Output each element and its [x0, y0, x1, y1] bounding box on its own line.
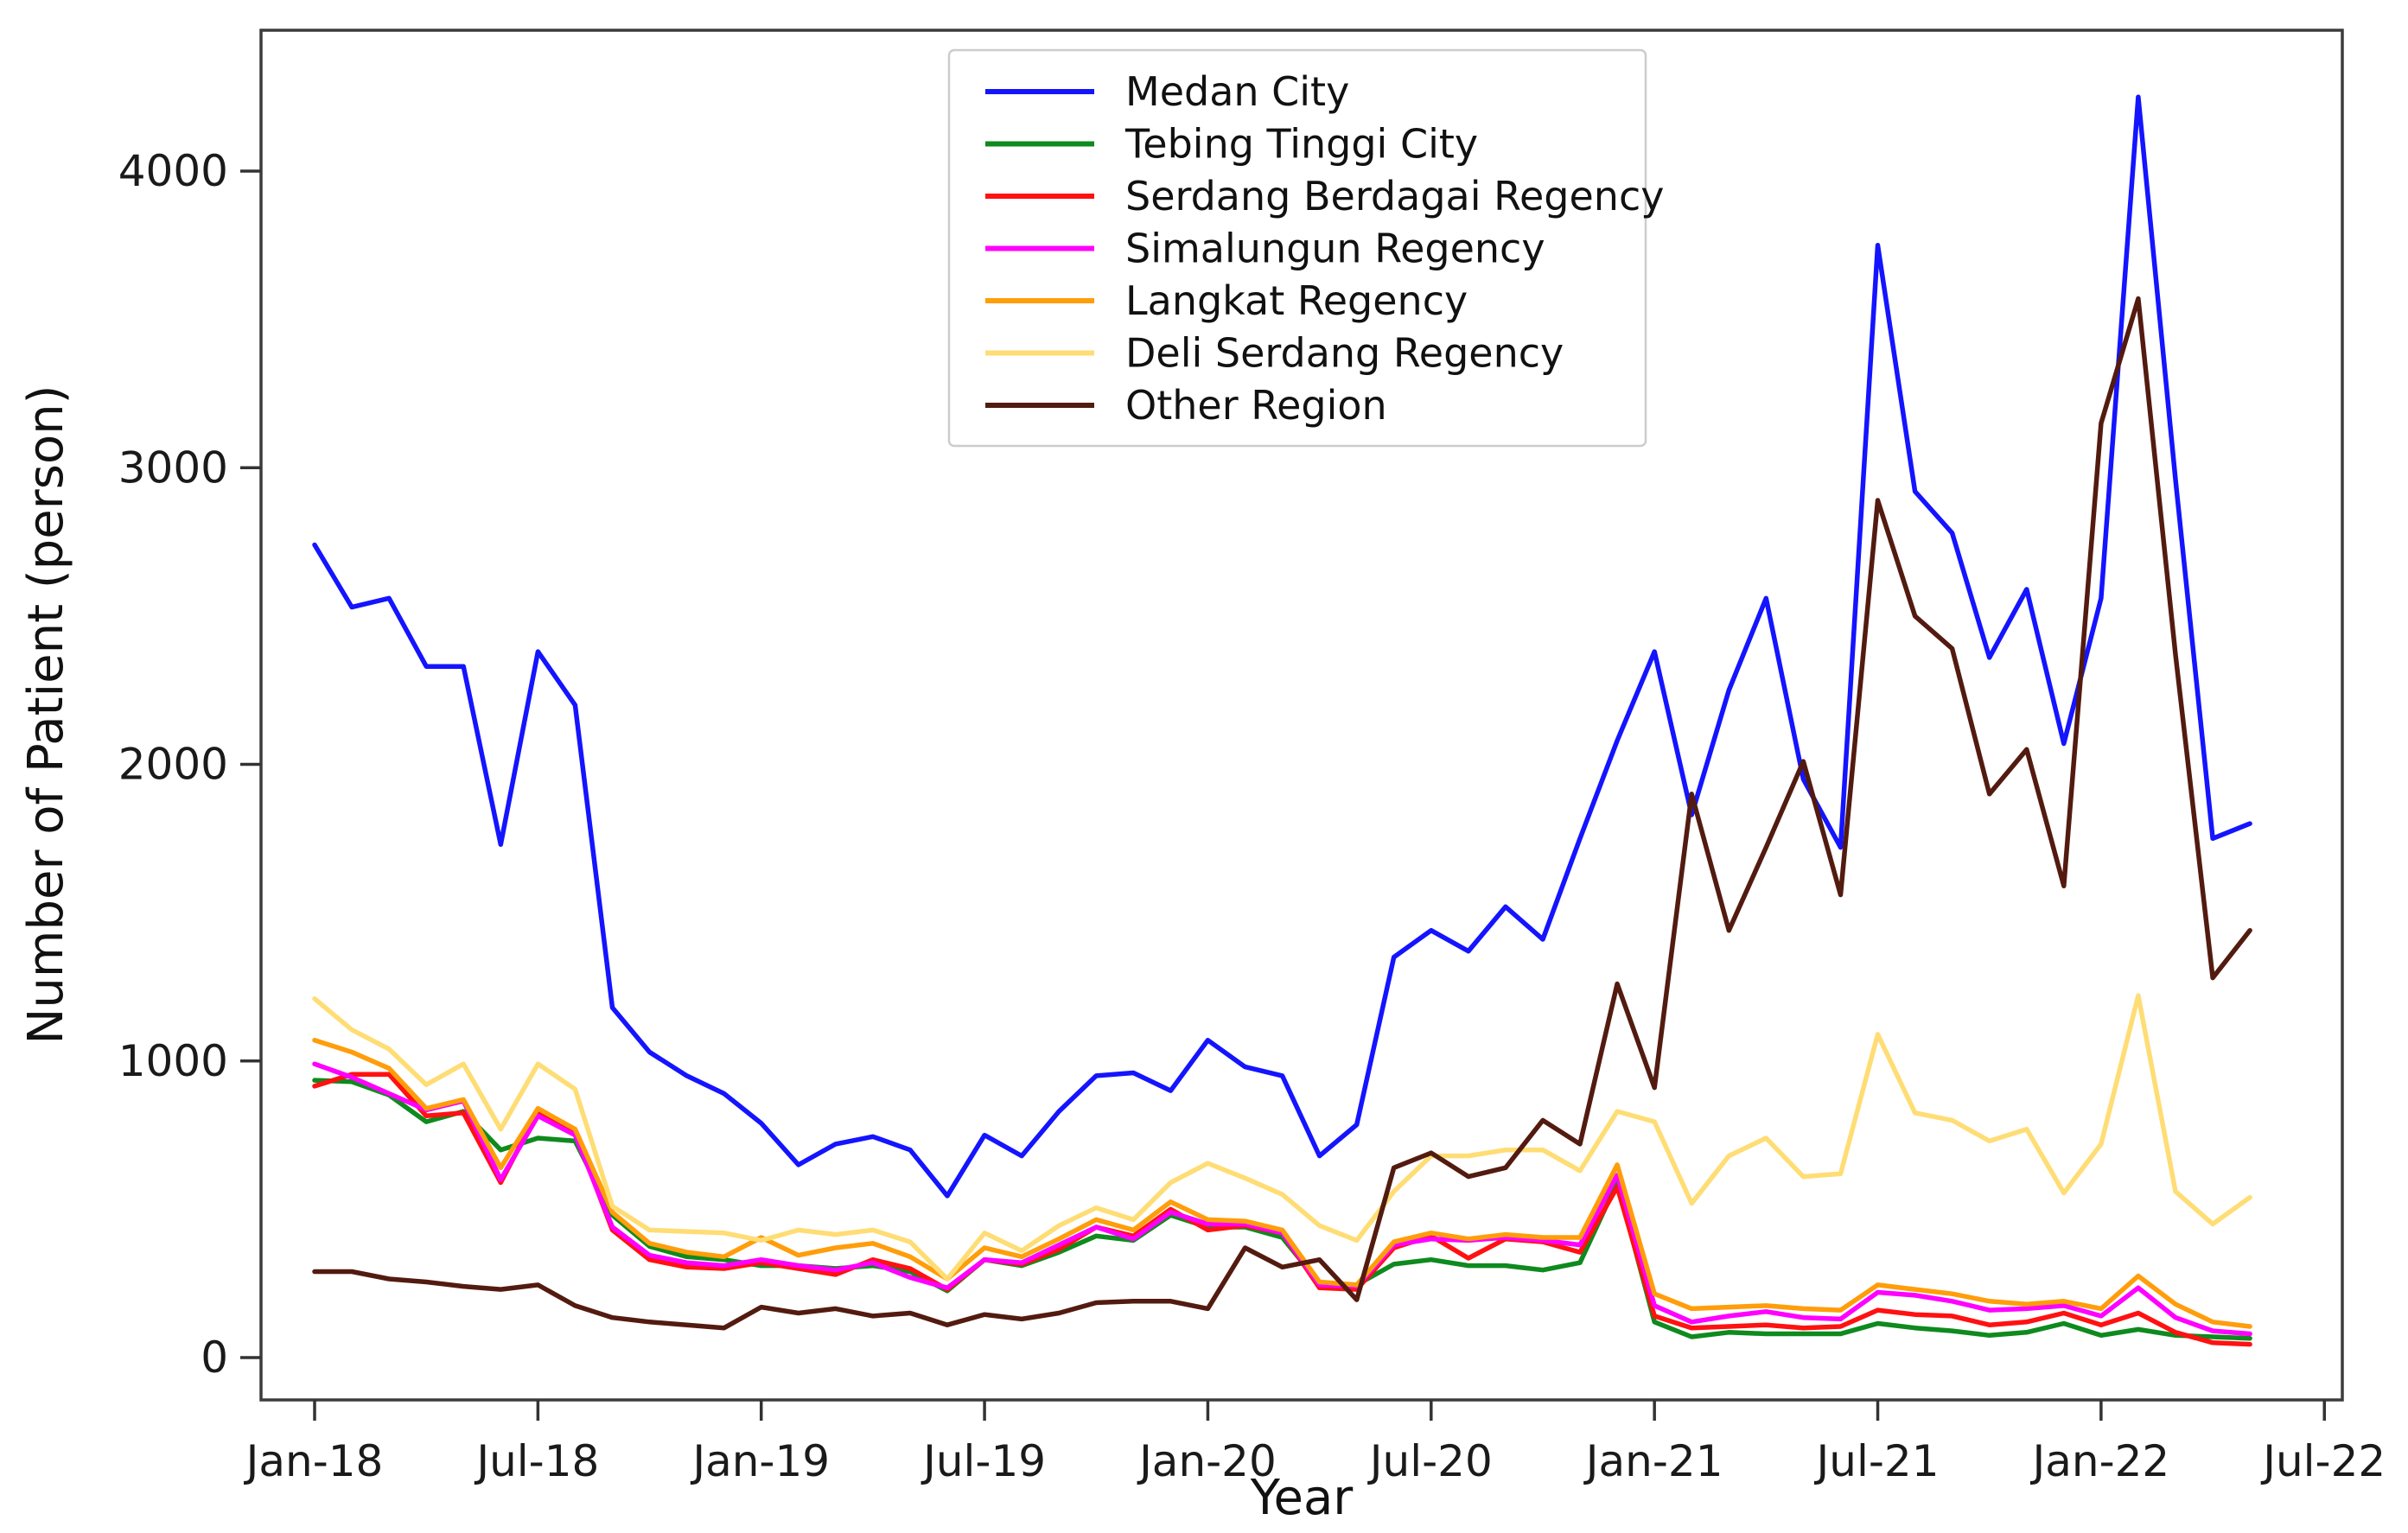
y-tick-label-4000: 4000 — [118, 146, 228, 196]
legend-item-langkat-regency: Langkat Regency — [985, 277, 1468, 324]
x-axis-ticks: Jan-18 Jul-18 Jan-19 Jul-19 Jan-20 Jul-20 Jan-… — [244, 1400, 2386, 1486]
x-tick-label-jan-22: Jan-22 — [2030, 1436, 2170, 1486]
legend-label-medan-city: Medan City — [1125, 68, 1349, 115]
y-tick-label-2000: 2000 — [118, 740, 228, 790]
legend-label-langkat-regency: Langkat Regency — [1125, 277, 1468, 324]
x-tick-label-jul-18: Jul-18 — [474, 1436, 599, 1486]
legend-item-deli-serdang-regency: Deli Serdang Regency — [985, 330, 1564, 377]
series-lines — [312, 94, 2252, 1347]
legend-item-other-region: Other Region — [985, 382, 1387, 429]
legend-label-tebing-tinggi-city: Tebing Tinggi City — [1124, 121, 1478, 168]
x-tick-label-jul-21: Jul-21 — [1814, 1436, 1940, 1486]
x-tick-label-jan-19: Jan-19 — [690, 1436, 830, 1486]
x-tick-label-jul-20: Jul-20 — [1367, 1436, 1493, 1486]
series-line-deli-serdang-regency — [312, 993, 2252, 1282]
legend: Medan City Tebing Tinggi City Serdang Berd… — [947, 48, 1664, 448]
legend-label-other-region: Other Region — [1125, 382, 1387, 429]
series-line-langkat-regency — [312, 1037, 2252, 1329]
legend-item-serdang-berdagai-regency: Serdang Berdagai Regency — [985, 173, 1664, 219]
y-tick-label-0: 0 — [201, 1333, 228, 1383]
y-tick-label-1000: 1000 — [118, 1036, 228, 1086]
x-tick-label-jan-21: Jan-21 — [1583, 1436, 1723, 1486]
legend-label-serdang-berdagai-regency: Serdang Berdagai Regency — [1125, 173, 1664, 219]
legend-item-simalungun-regency: Simalungun Regency — [985, 226, 1545, 272]
series-line-medan-city — [312, 94, 2252, 1199]
x-tick-label-jan-20: Jan-20 — [1137, 1436, 1277, 1486]
y-axis-label: Number of Patient (person) — [18, 385, 74, 1045]
legend-label-deli-serdang-regency: Deli Serdang Regency — [1125, 330, 1564, 377]
legend-item-tebing-tinggi-city: Tebing Tinggi City — [985, 121, 1478, 168]
x-tick-label-jul-19: Jul-19 — [921, 1436, 1046, 1486]
series-line-other-region — [312, 296, 2252, 1331]
y-tick-label-3000: 3000 — [118, 442, 228, 493]
legend-item-medan-city: Medan City — [985, 68, 1349, 115]
x-tick-label-jul-22: Jul-22 — [2260, 1436, 2386, 1486]
legend-box — [947, 48, 1647, 448]
x-tick-label-jan-18: Jan-18 — [244, 1436, 384, 1486]
legend-label-simalungun-regency: Simalungun Regency — [1125, 226, 1545, 272]
x-axis-label: Year — [1250, 1470, 1354, 1526]
plot-border — [259, 29, 2344, 1402]
y-axis-ticks: 0 1000 2000 3000 4000 — [118, 146, 261, 1383]
